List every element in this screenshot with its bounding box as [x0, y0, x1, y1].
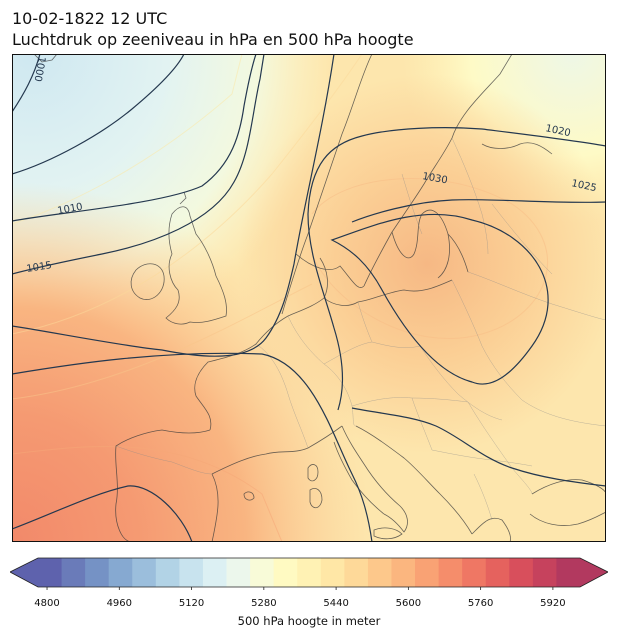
colorbar-tick-label: 5440	[323, 598, 349, 609]
isobar-label-1030: 1030	[421, 171, 448, 186]
colorbar-cell	[344, 558, 369, 587]
colorbar-cell	[297, 558, 322, 587]
isobar-1015-south	[12, 54, 335, 357]
isobar-1010	[12, 54, 257, 222]
isobar-label-1015: 1015	[26, 260, 53, 275]
colorbar-tick-label: 4800	[34, 598, 60, 609]
colorbar	[10, 557, 608, 590]
weather-map: 1000 1010 1015 1020 1025 1030	[12, 54, 606, 542]
height-contour-bands	[12, 54, 549, 542]
colorbar-cell	[61, 558, 86, 587]
isobar-south	[12, 352, 373, 542]
colorbar-tick-label: 5920	[540, 598, 566, 609]
isobars	[12, 54, 606, 542]
isobar-1020	[307, 127, 606, 411]
colorbar-cell	[108, 558, 133, 587]
isobar-1030	[330, 213, 549, 385]
colorbar-tick-label: 5600	[395, 598, 422, 609]
isobar-1000	[12, 54, 41, 113]
isobar-1015	[12, 54, 265, 275]
colorbar-cell	[532, 558, 558, 587]
colorbar-outline	[10, 557, 608, 588]
colorbar-cell	[250, 558, 275, 587]
isobar-southeast	[351, 407, 606, 487]
isobar-low-southwest	[12, 485, 193, 542]
colorbar-label: 500 hPa hoogte in meter	[237, 614, 381, 628]
colorbar-cell	[320, 558, 345, 587]
isobar-label-1010: 1010	[57, 202, 84, 217]
colorbar-cell	[438, 558, 463, 587]
colorbar-tick-marks	[46, 587, 554, 590]
colorbar-cell	[556, 558, 581, 587]
isobar-1025	[351, 198, 606, 223]
colorbar-cell	[391, 558, 416, 587]
isobar-labels: 1000 1010 1015 1020 1025 1030	[26, 55, 598, 274]
colorbar-cells	[38, 558, 581, 587]
colorbar-tick-label: 5120	[178, 598, 205, 609]
colorbar-tick-label: 4960	[106, 598, 133, 609]
isobar-1005	[12, 54, 185, 175]
isobar-label-1025: 1025	[570, 178, 597, 194]
colorbar-cell	[509, 558, 534, 587]
map-subtitle: Luchtdruk op zeeniveau in hPa en 500 hPa…	[12, 30, 414, 49]
map-frame	[12, 54, 606, 542]
isobar-label-1020: 1020	[544, 123, 571, 139]
map-datetime-title: 10-02-1822 12 UTC	[12, 9, 168, 28]
colorbar-cell	[226, 558, 251, 587]
colorbar-cell	[462, 558, 487, 587]
colorbar-extend-high	[580, 558, 608, 587]
colorbar-tick-label: 5280	[251, 598, 277, 609]
colorbar-cell	[273, 558, 298, 587]
colorbar-cell	[155, 558, 180, 587]
colorbar-extend-low	[10, 558, 38, 587]
colorbar-cell	[202, 558, 228, 587]
isobar-label-1000: 1000	[32, 55, 47, 82]
colorbar-cell	[179, 558, 204, 587]
colorbar-cell	[485, 558, 510, 587]
colorbar-cell	[85, 558, 110, 587]
colorbar-cell	[132, 558, 157, 587]
colorbar-tick-label: 5760	[467, 598, 494, 609]
colorbar-cell	[415, 558, 440, 587]
colorbar-cell	[38, 558, 63, 587]
colorbar-cell	[367, 558, 393, 587]
